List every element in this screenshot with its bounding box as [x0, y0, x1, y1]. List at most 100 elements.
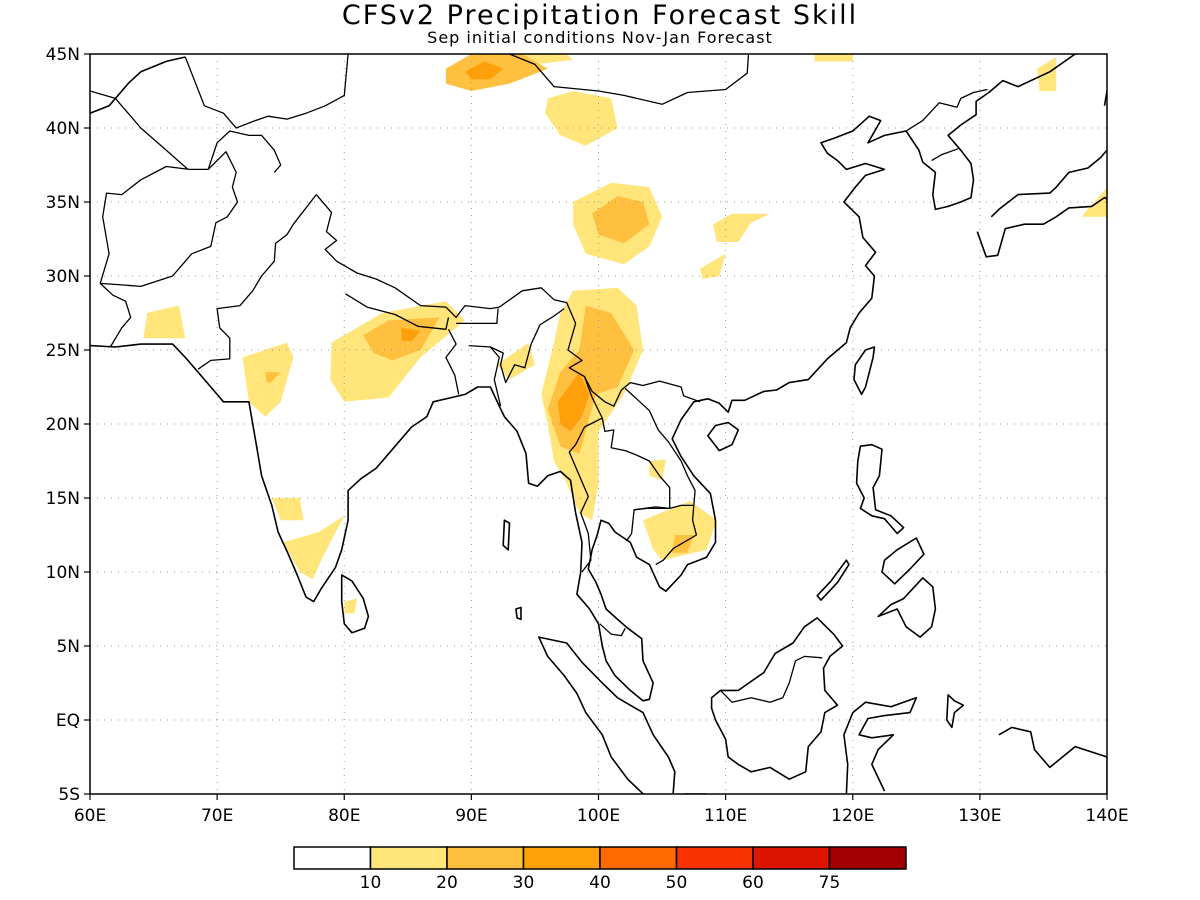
- legend-swatch-1: [369, 846, 448, 870]
- border-burma-thai-west: [568, 417, 603, 573]
- coastline-sri-lanka-island: [340, 574, 370, 634]
- skill-region-east-china-sea-spot: [1081, 187, 1107, 217]
- lat-tick-label-10N: 10N: [46, 563, 80, 583]
- border-bhutan-south: [456, 308, 499, 325]
- border-iran-pak: [99, 282, 132, 348]
- border-bangladesh-west: [445, 329, 460, 395]
- legend-label-75: 75: [819, 873, 841, 893]
- border-korea-dmz: [931, 148, 959, 162]
- lon-tick-label-80E: 80E: [328, 806, 360, 826]
- skill-shading-layer: [143, 54, 1107, 614]
- lon-tick-label-120E: 120E: [831, 806, 874, 826]
- border-borneo-inner: [720, 655, 823, 703]
- lon-tick-label-110E: 110E: [704, 806, 747, 826]
- coastline-taiwan: [853, 346, 876, 396]
- legend-swatch-4: [599, 846, 678, 870]
- lat-tick-label-40N: 40N: [46, 119, 80, 139]
- lon-tick-label-60E: 60E: [74, 806, 106, 826]
- map-subtitle: Sep initial conditions Nov-Jan Forecast: [427, 28, 773, 47]
- legend-label-10: 10: [360, 873, 382, 893]
- skill-region-sichuan-spot: [700, 253, 726, 279]
- plot-area: [90, 54, 1107, 794]
- dotted-grid: [90, 54, 1107, 794]
- coastline-java-west: [683, 793, 707, 794]
- legend-swatch-7: [828, 846, 907, 870]
- map-title: CFSv2 Precipitation Forecast Skill: [341, 0, 859, 31]
- coastline-philippines-visayas: [881, 537, 925, 585]
- skill-region-nepal-core: [363, 317, 440, 361]
- skill-region-tamil-nadu: [283, 515, 345, 580]
- skill-region-karnataka: [271, 498, 304, 521]
- coastline-hainan: [706, 421, 740, 452]
- border-central-asia-2: [90, 90, 189, 170]
- skill-region-mongolia-center: [545, 91, 618, 146]
- coastline-new-guinea-west: [998, 726, 1107, 769]
- coastline-sumatra: [537, 636, 676, 794]
- legend-swatch-2: [446, 846, 525, 870]
- lat-tick-label-20N: 20N: [46, 415, 80, 435]
- lat-tick-label-45N: 45N: [46, 45, 80, 65]
- skill-region-mongolia-west-core: [465, 61, 504, 80]
- lon-tick-label-90E: 90E: [455, 806, 487, 826]
- coastline-borneo: [710, 617, 844, 781]
- lat-tick-label-EQ: EQ: [56, 711, 80, 731]
- coastline-mainland-border-nw: [90, 56, 186, 114]
- lon-tick-label-100E: 100E: [577, 806, 620, 826]
- coastline-philippines-mindanao: [877, 577, 937, 638]
- border-china-india-tibet: [315, 194, 701, 407]
- skill-region-nepal-inner: [401, 327, 421, 342]
- legend-swatch-5: [675, 846, 754, 870]
- border-nepal-south: [345, 293, 450, 330]
- border-pak-india: [197, 194, 317, 370]
- legend-swatch-0: [293, 846, 372, 870]
- skill-region-qinghai-core: [592, 196, 650, 244]
- lat-tick-label-5S: 5S: [58, 785, 80, 805]
- legend-swatch-3: [522, 846, 601, 870]
- legend-swatch-6: [752, 846, 831, 870]
- coastline-andaman-islands: [502, 519, 511, 551]
- coastline-arabia-iran-coast: [90, 343, 199, 373]
- skill-region-bangladesh-east: [496, 342, 535, 380]
- coastline-nicobar-islands: [515, 606, 522, 621]
- coastline-philippines-luzon: [855, 443, 905, 535]
- legend-label-40: 40: [589, 873, 611, 893]
- coastline-palawan: [816, 559, 850, 601]
- border-malaysia-thai: [599, 623, 626, 637]
- border-korea-china: [905, 88, 988, 132]
- coastline-japan-north-coast: [990, 149, 1107, 218]
- color-legend: 10 20 30 40 50 60 75: [293, 846, 907, 893]
- skill-region-gujarat-core: [265, 372, 281, 383]
- country-border-layer: [90, 54, 1107, 794]
- coastline-india-coast: [197, 115, 907, 702]
- skill-region-gansu-east: [712, 213, 771, 242]
- coastline-korea-coast: [905, 54, 1076, 211]
- skill-region-cambodia-vietnam: [643, 501, 717, 561]
- skill-region-laos-spot: [649, 459, 666, 481]
- border-central-asia-1: [184, 54, 349, 129]
- lat-tick-label-30N: 30N: [46, 267, 80, 287]
- border-mongolia-south: [502, 54, 752, 105]
- border-bangladesh-east: [489, 346, 502, 407]
- border-india-northeast: [468, 308, 565, 384]
- border-cambodia-north: [634, 504, 694, 511]
- lon-tick-label-70E: 70E: [201, 806, 233, 826]
- legend-label-20: 20: [436, 873, 458, 893]
- border-central-asia-3: [207, 130, 282, 173]
- legend-label-50: 50: [666, 873, 688, 893]
- lat-tick-label-25N: 25N: [46, 341, 80, 361]
- lon-tick-label-140E: 140E: [1085, 806, 1128, 826]
- skill-region-india-west-spot: [143, 305, 186, 339]
- lat-tick-label-35N: 35N: [46, 193, 80, 213]
- lon-tick-label-130E: 130E: [958, 806, 1001, 826]
- skill-region-sri-lanka: [344, 598, 357, 614]
- lat-tick-label-5N: 5N: [56, 637, 80, 657]
- border-china-kazakh: [348, 54, 353, 55]
- lat-tick-label-15N: 15N: [46, 489, 80, 509]
- coastline-layer: [90, 54, 1107, 794]
- border-laos-vietnam: [624, 388, 698, 566]
- coastline-halmahera: [945, 693, 965, 729]
- legend-label-60: 60: [742, 873, 764, 893]
- legend-label-30: 30: [513, 873, 535, 893]
- coastline-japan-kyushu-honshu: [976, 196, 1107, 258]
- axis-layer: 60E 70E 80E 90E 100E 110E 120E 130E 140E 45N 40N 35…: [46, 45, 1129, 826]
